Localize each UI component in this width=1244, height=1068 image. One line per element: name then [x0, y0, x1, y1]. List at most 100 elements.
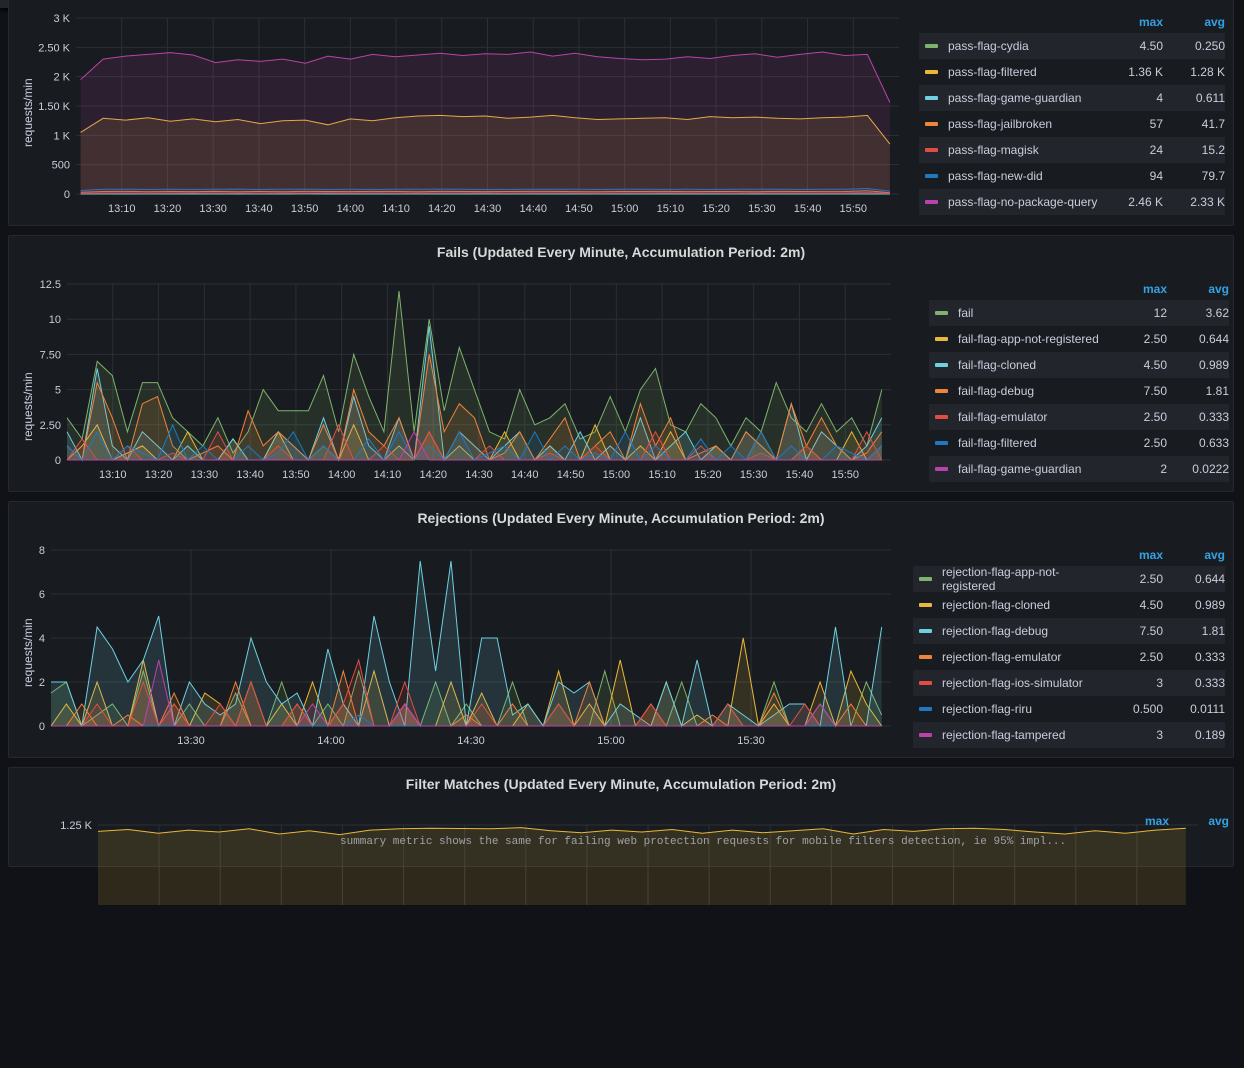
legend-series-name[interactable]: fail-flag-debug: [958, 384, 1105, 398]
series-color-swatch[interactable]: [919, 733, 932, 737]
legend-header-avg[interactable]: avg: [1167, 282, 1229, 296]
legend-max-value: 4.50: [1105, 358, 1167, 372]
legend-avg-value: 0.189: [1163, 728, 1225, 742]
series-color-swatch[interactable]: [925, 96, 938, 100]
series-color-swatch[interactable]: [919, 681, 932, 685]
series-color-swatch[interactable]: [919, 707, 932, 711]
legend-max-value: 2.50: [1105, 410, 1167, 424]
legend-series-name[interactable]: pass-flag-magisk: [948, 143, 1101, 157]
legend-series-name[interactable]: fail-flag-game-guardian: [958, 462, 1105, 476]
legend-max-value: 2: [1105, 462, 1167, 476]
x-tick-label: 14:10: [382, 203, 410, 215]
x-tick-label: 15:00: [603, 469, 631, 481]
legend-series-name[interactable]: pass-flag-jailbroken: [948, 117, 1101, 131]
panel-fails: Fails (Updated Every Minute, Accumulatio…: [8, 235, 1234, 492]
x-tick-label: 14:30: [474, 203, 502, 215]
x-tick-label: 14:20: [428, 203, 456, 215]
legend-series-name[interactable]: rejection-flag-riru: [942, 702, 1101, 716]
y-tick-label: 4: [39, 633, 45, 645]
legend-series-name[interactable]: pass-flag-filtered: [948, 65, 1101, 79]
legend-max-value: 2.50: [1101, 572, 1163, 586]
legend-max-value: 2.46 K: [1101, 195, 1163, 209]
series-color-swatch[interactable]: [919, 577, 932, 581]
series-color-swatch[interactable]: [935, 311, 948, 315]
series-color-swatch[interactable]: [935, 337, 948, 341]
legend-header-avg[interactable]: avg: [1169, 814, 1229, 828]
legend-series-name[interactable]: pass-flag-game-guardian: [948, 91, 1101, 105]
series-color-swatch[interactable]: [925, 122, 938, 126]
y-tick-label: 500: [52, 160, 70, 172]
y-axis-label: requests/min: [21, 618, 35, 687]
legend-series-name[interactable]: rejection-flag-ios-simulator: [942, 676, 1101, 690]
series-color-swatch[interactable]: [919, 655, 932, 659]
legend-series-name[interactable]: pass-flag-no-package-query: [948, 195, 1101, 209]
legend-series-name[interactable]: fail-flag-app-not-registered: [958, 332, 1105, 346]
chart-filter-matches[interactable]: 1.25 K: [9, 768, 1235, 1068]
y-tick-label: 2.50: [40, 420, 61, 432]
y-axis-label: requests/min: [21, 372, 35, 441]
legend-series-name[interactable]: rejection-flag-app-not-registered: [942, 565, 1101, 593]
series-color-swatch[interactable]: [925, 200, 938, 204]
series-color-swatch[interactable]: [935, 363, 948, 367]
legend-header-max[interactable]: max: [1101, 15, 1163, 29]
x-tick-label: 13:20: [154, 203, 182, 215]
series-color-swatch[interactable]: [935, 467, 948, 471]
legend-series-name[interactable]: rejection-flag-debug: [942, 624, 1101, 638]
legend-header-max[interactable]: max: [1101, 548, 1163, 562]
legend-series-name[interactable]: rejection-flag-emulator: [942, 650, 1101, 664]
legend-series-name[interactable]: fail-flag-cloned: [958, 358, 1105, 372]
x-tick-label: 15:20: [702, 203, 730, 215]
series-color-swatch[interactable]: [925, 70, 938, 74]
x-tick-label: 13:50: [291, 203, 319, 215]
legend-series-name[interactable]: rejection-flag-tampered: [942, 728, 1101, 742]
series-color-swatch[interactable]: [935, 415, 948, 419]
legend-header-max[interactable]: max: [1109, 814, 1169, 828]
legend-header-avg[interactable]: avg: [1163, 15, 1225, 29]
legend-max-value: 2.50: [1105, 436, 1167, 450]
series-color-swatch[interactable]: [919, 603, 932, 607]
x-tick-label: 15:00: [611, 203, 639, 215]
legend-avg-value: 0.989: [1163, 598, 1225, 612]
series-color-swatch[interactable]: [925, 44, 938, 48]
legend-series-name[interactable]: pass-flag-new-did: [948, 169, 1101, 183]
x-tick-label: 15:50: [840, 203, 868, 215]
legend-series-name[interactable]: fail: [958, 306, 1105, 320]
legend-series-name[interactable]: fail-flag-emulator: [958, 410, 1105, 424]
series-color-swatch[interactable]: [935, 441, 948, 445]
series-color-swatch[interactable]: [925, 148, 938, 152]
legend-header-avg[interactable]: avg: [1163, 548, 1225, 562]
legend-avg-value: 0.989: [1167, 358, 1229, 372]
legend-series-name[interactable]: pass-flag-cydia: [948, 39, 1101, 53]
legend-series-name[interactable]: fail-flag-filtered: [958, 436, 1105, 450]
series-color-swatch[interactable]: [919, 629, 932, 633]
x-tick-label: 13:40: [245, 203, 273, 215]
overlay-text: summary metric shows the same for failin…: [340, 836, 1066, 848]
legend-avg-value: 79.7: [1163, 169, 1225, 183]
legend-series-name[interactable]: rejection-flag-cloned: [942, 598, 1101, 612]
legend-header-max[interactable]: max: [1105, 282, 1167, 296]
series-color-swatch[interactable]: [925, 174, 938, 178]
series-color-swatch[interactable]: [935, 389, 948, 393]
